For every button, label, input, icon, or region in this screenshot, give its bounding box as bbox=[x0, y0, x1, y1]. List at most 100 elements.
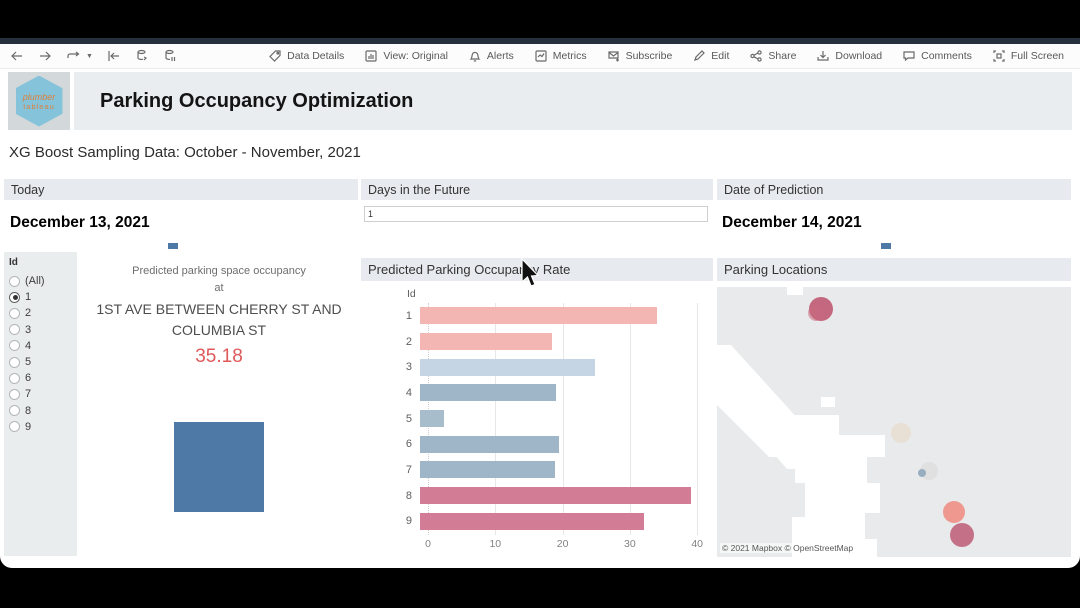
id-filter-option-1[interactable]: 1 bbox=[9, 289, 77, 305]
id-filter-option-all[interactable]: (All) bbox=[9, 273, 77, 289]
gridline-10 bbox=[495, 303, 497, 535]
parking-locations-map[interactable]: © 2021 Mapbox © OpenStreetMap bbox=[717, 287, 1071, 557]
download-button[interactable]: Download bbox=[806, 44, 892, 69]
id-filter-option-3[interactable]: 3 bbox=[9, 322, 77, 338]
parking-location-marker-7[interactable] bbox=[950, 523, 974, 547]
chart-row-id-7: 7 bbox=[361, 457, 713, 483]
bar-id-3[interactable] bbox=[420, 358, 595, 376]
bar-id-6[interactable] bbox=[420, 435, 559, 453]
bar-id-7[interactable] bbox=[420, 461, 555, 479]
mouse-cursor bbox=[521, 258, 540, 287]
dashboard-title-bar: Parking Occupancy Optimization bbox=[74, 72, 1072, 130]
prediction-value: 35.18 bbox=[195, 346, 243, 367]
radio-label: (All) bbox=[25, 275, 45, 288]
edit-button[interactable]: Edit bbox=[682, 44, 739, 69]
prediction-location: 1ST AVE BETWEEN CHERRY ST AND COLUMBIA S… bbox=[96, 301, 342, 338]
metrics-button[interactable]: Metrics bbox=[524, 44, 597, 69]
radio-label: 2 bbox=[25, 307, 32, 320]
gridline-20 bbox=[562, 303, 564, 535]
share-button[interactable]: Share bbox=[739, 44, 806, 69]
chart-row-id-2: 2 bbox=[361, 329, 713, 355]
dashboard-subtitle: XG Boost Sampling Data: October - Novemb… bbox=[9, 144, 361, 161]
id-filter-option-7[interactable]: 7 bbox=[9, 386, 77, 402]
id-filter-option-4[interactable]: 4 bbox=[9, 338, 77, 354]
bar-id-9[interactable] bbox=[420, 512, 645, 530]
chart-row-id-5: 5 bbox=[361, 406, 713, 432]
parking-location-marker-6[interactable] bbox=[943, 501, 965, 523]
parking-location-marker-2[interactable] bbox=[808, 305, 824, 321]
tableau-toolbar: ▼ Data Details View: Original Alerts Met… bbox=[0, 44, 1080, 69]
share-icon bbox=[750, 50, 763, 62]
chart-row-id-3: 3 bbox=[361, 354, 713, 380]
radio-icon[interactable] bbox=[9, 340, 20, 352]
radio-icon[interactable] bbox=[9, 307, 20, 319]
bar-id-4[interactable] bbox=[420, 384, 556, 402]
radio-icon[interactable] bbox=[9, 421, 20, 433]
pause-updates-icon[interactable] bbox=[163, 49, 177, 63]
comments-button[interactable]: Comments bbox=[892, 44, 982, 69]
today-date-mark[interactable] bbox=[168, 243, 178, 249]
radio-icon[interactable] bbox=[9, 405, 20, 417]
prediction-date-value: December 14, 2021 bbox=[722, 214, 862, 231]
bar-id-1[interactable] bbox=[420, 307, 657, 325]
edit-icon bbox=[694, 50, 706, 61]
id-filter-option-6[interactable]: 6 bbox=[9, 370, 77, 386]
id-filter-title: Id bbox=[9, 257, 18, 268]
radio-icon[interactable] bbox=[9, 372, 20, 384]
redo-caret-icon[interactable]: ▼ bbox=[86, 52, 93, 60]
occupancy-chart-header: Predicted Parking Occupancy Rate bbox=[361, 258, 713, 281]
chart-row-label: 2 bbox=[405, 335, 412, 348]
forward-icon[interactable] bbox=[38, 49, 52, 63]
id-filter-option-2[interactable]: 2 bbox=[9, 305, 77, 321]
bar-id-8[interactable] bbox=[420, 487, 691, 505]
bell-icon bbox=[469, 51, 481, 62]
chart-x-axis: 0 10 20 30 40 bbox=[425, 538, 712, 552]
x-tick-0: 0 bbox=[425, 538, 431, 550]
chart-y-axis-label: Id bbox=[407, 288, 416, 300]
radio-icon[interactable] bbox=[9, 275, 20, 287]
tag-icon bbox=[269, 50, 281, 62]
alerts-button[interactable]: Alerts bbox=[458, 44, 524, 69]
fullscreen-button[interactable]: Full Screen bbox=[982, 44, 1074, 69]
x-tick-30: 30 bbox=[624, 538, 636, 550]
occupancy-bar-chart: Id 1 2 3 4 5 6 7 8 9 0 10 20 30 40 bbox=[361, 281, 713, 557]
id-filter-option-8[interactable]: 8 bbox=[9, 403, 77, 419]
bar-id-5[interactable] bbox=[420, 410, 445, 428]
today-panel-header: Today bbox=[4, 179, 358, 200]
id-filter-option-9[interactable]: 9 bbox=[9, 419, 77, 435]
radio-icon[interactable] bbox=[9, 291, 20, 303]
subscribe-button[interactable]: Subscribe bbox=[597, 44, 683, 69]
id-filter-option-5[interactable]: 5 bbox=[9, 354, 77, 370]
parking-location-marker-5[interactable] bbox=[918, 469, 926, 477]
prediction-date-mark[interactable] bbox=[881, 243, 891, 249]
window-chrome-strip bbox=[0, 38, 1080, 44]
radio-label: 8 bbox=[25, 404, 32, 417]
revert-icon[interactable] bbox=[107, 49, 121, 63]
redo-icon[interactable] bbox=[66, 49, 80, 63]
chart-row-id-9: 9 bbox=[361, 509, 713, 535]
radio-icon[interactable] bbox=[9, 388, 20, 400]
prediction-card-line1: Predicted parking space occupancy bbox=[132, 265, 306, 277]
chart-row-label: 4 bbox=[405, 386, 412, 399]
chart-row-label: 3 bbox=[405, 361, 412, 374]
gridline-40 bbox=[697, 303, 699, 535]
refresh-data-icon[interactable] bbox=[135, 49, 149, 63]
chart-row-label: 8 bbox=[405, 489, 412, 502]
chart-row-id-6: 6 bbox=[361, 431, 713, 457]
radio-icon[interactable] bbox=[9, 356, 20, 368]
radio-icon[interactable] bbox=[9, 324, 20, 336]
view-original-button[interactable]: View: Original bbox=[354, 44, 458, 69]
chart-row-label: 9 bbox=[405, 515, 412, 528]
days-in-future-input[interactable] bbox=[364, 206, 708, 222]
back-icon[interactable] bbox=[10, 49, 24, 63]
map-panel-header: Parking Locations bbox=[717, 258, 1071, 281]
parking-location-marker-3[interactable] bbox=[891, 423, 911, 443]
prediction-card-line2: at bbox=[214, 282, 224, 294]
bar-id-2[interactable] bbox=[420, 333, 552, 351]
radio-label: 4 bbox=[25, 339, 32, 352]
today-date-value: December 13, 2021 bbox=[10, 214, 150, 231]
data-details-button[interactable]: Data Details bbox=[258, 44, 354, 69]
prediction-bar-mark[interactable] bbox=[174, 422, 264, 512]
x-tick-10: 10 bbox=[489, 538, 502, 550]
days-in-future-panel-header: Days in the Future bbox=[361, 179, 713, 200]
